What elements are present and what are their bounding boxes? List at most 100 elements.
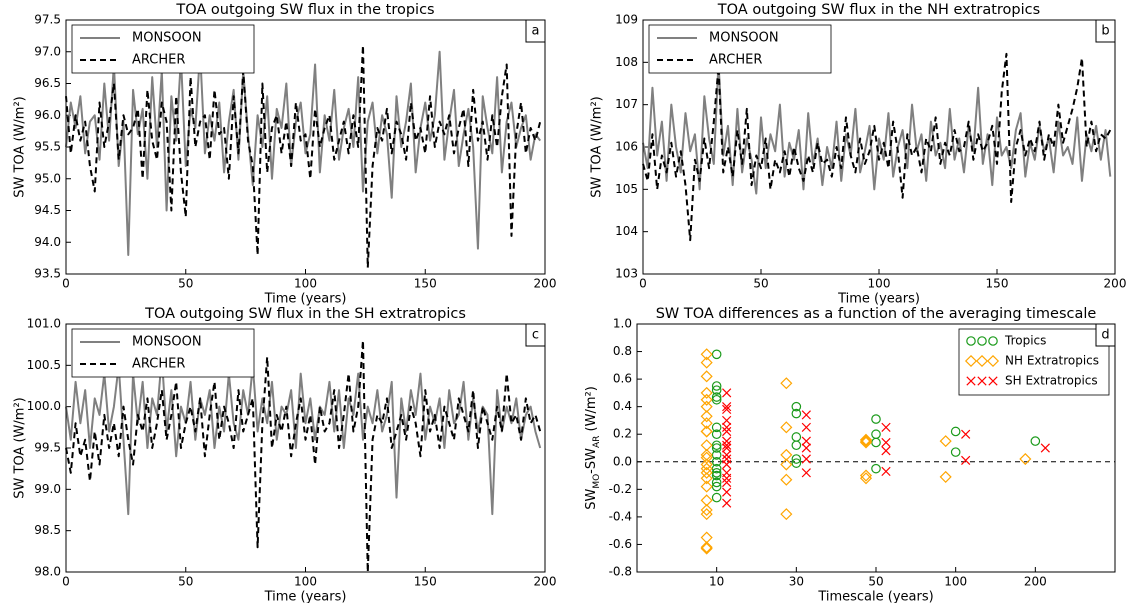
point: [700, 542, 713, 555]
panel-title: SW TOA differences as a function of the …: [656, 306, 1097, 322]
point: [700, 370, 713, 383]
y-tick-label: 0.0: [613, 454, 632, 468]
y-axis-label: SW TOA (W/m²): [13, 96, 28, 197]
y-tick-label: 98.5: [34, 523, 61, 537]
point: [700, 410, 713, 423]
x-axis-label: Time (years): [837, 292, 920, 307]
legend-marker: [964, 354, 978, 368]
point: [722, 388, 732, 398]
panel-label: b: [1101, 24, 1109, 39]
y-tick-label: 95.5: [34, 140, 61, 154]
x-tick-label: 200: [534, 575, 557, 589]
x-tick-label: 100: [294, 277, 317, 291]
x-tick-label: 200: [534, 277, 557, 291]
point: [801, 454, 811, 464]
point: [700, 348, 713, 361]
panel-title: TOA outgoing SW flux in the NH extratrop…: [717, 2, 1040, 18]
point: [881, 466, 891, 477]
point: [700, 458, 713, 471]
panel-title: TOA outgoing SW flux in the tropics: [175, 2, 434, 18]
x-axis-label: Time (years): [264, 292, 347, 307]
panel-label-box: [1095, 323, 1116, 347]
legend-box: [648, 24, 832, 74]
point: [950, 447, 961, 457]
point: [791, 408, 802, 419]
y-tick-label: 94.0: [34, 235, 61, 249]
legend-marker: [966, 376, 976, 386]
y-tick-label: 1.0: [613, 317, 632, 331]
x-tick-label: 0: [62, 277, 70, 291]
x-tick-label: 0: [62, 575, 70, 589]
point: [871, 414, 881, 424]
y-tick-label: 93.5: [34, 267, 61, 281]
y-tick-label: 99.0: [34, 482, 61, 496]
legend-marker: [977, 376, 987, 386]
point: [859, 436, 873, 449]
point: [700, 425, 713, 438]
point: [801, 436, 811, 446]
x-tick-label: 10: [709, 575, 724, 589]
y-tick-label: 108: [615, 55, 638, 69]
y-tick-label: 94.5: [34, 203, 61, 217]
point: [780, 473, 793, 486]
y-axis-label-part: (W/m²): [584, 386, 599, 435]
y-axis-label: SW TOA (W/m²): [590, 96, 605, 197]
point: [711, 422, 722, 433]
point: [711, 492, 722, 503]
x-tick-label: 50: [178, 575, 193, 589]
point: [700, 503, 713, 517]
legend-label: MONSOON: [132, 31, 202, 46]
panel: TOA outgoing SW flux in the NH extratrop…: [590, 2, 1127, 307]
plot-frame: [65, 19, 546, 275]
panel: TOA outgoing SW flux in the SH extratrop…: [13, 306, 557, 603]
y-axis-label: SW TOA (W/m²): [13, 397, 28, 498]
point: [722, 477, 732, 488]
point: [711, 385, 722, 395]
point: [711, 381, 722, 391]
point: [780, 421, 793, 434]
legend-label: ARCHER: [132, 53, 185, 68]
y-tick-label: 96.0: [34, 108, 61, 122]
y-tick-label: 97.0: [34, 44, 61, 58]
legend-marker: [988, 336, 998, 346]
point: [722, 459, 732, 470]
point: [700, 541, 713, 554]
point: [722, 436, 732, 446]
y-tick-label: 97.5: [34, 13, 61, 27]
point: [1040, 443, 1050, 453]
point: [711, 349, 722, 360]
point: [700, 417, 713, 430]
point: [950, 426, 961, 437]
point: [881, 437, 891, 448]
point: [780, 508, 793, 521]
point: [722, 487, 732, 497]
y-tick-label: 96.5: [34, 76, 61, 90]
y-tick-label: 0.6: [613, 372, 632, 386]
point: [939, 470, 952, 483]
point: [801, 468, 811, 478]
y-tick-label: -0.6: [609, 537, 632, 551]
point: [1030, 436, 1041, 446]
y-tick-label: 100.0: [27, 399, 61, 413]
point: [859, 472, 873, 485]
series-line: [642, 52, 1112, 242]
point: [700, 508, 713, 521]
point: [871, 437, 881, 448]
point: [711, 470, 722, 481]
legend-label: MONSOON: [132, 335, 202, 350]
point: [700, 480, 713, 493]
y-tick-label: 0.4: [613, 399, 632, 413]
point: [801, 422, 811, 432]
y-tick-label: 95.0: [34, 171, 61, 185]
panel-label: d: [1101, 328, 1109, 343]
legend-marker: [977, 336, 987, 346]
point: [871, 429, 881, 440]
legend-label: Tropics: [1004, 334, 1046, 348]
y-tick-label: 107: [615, 97, 638, 111]
y-tick-label: 99.5: [34, 441, 61, 455]
plot-frame: [642, 19, 1116, 275]
point: [791, 432, 802, 442]
y-tick-label: -0.8: [609, 565, 632, 579]
point: [722, 402, 732, 412]
